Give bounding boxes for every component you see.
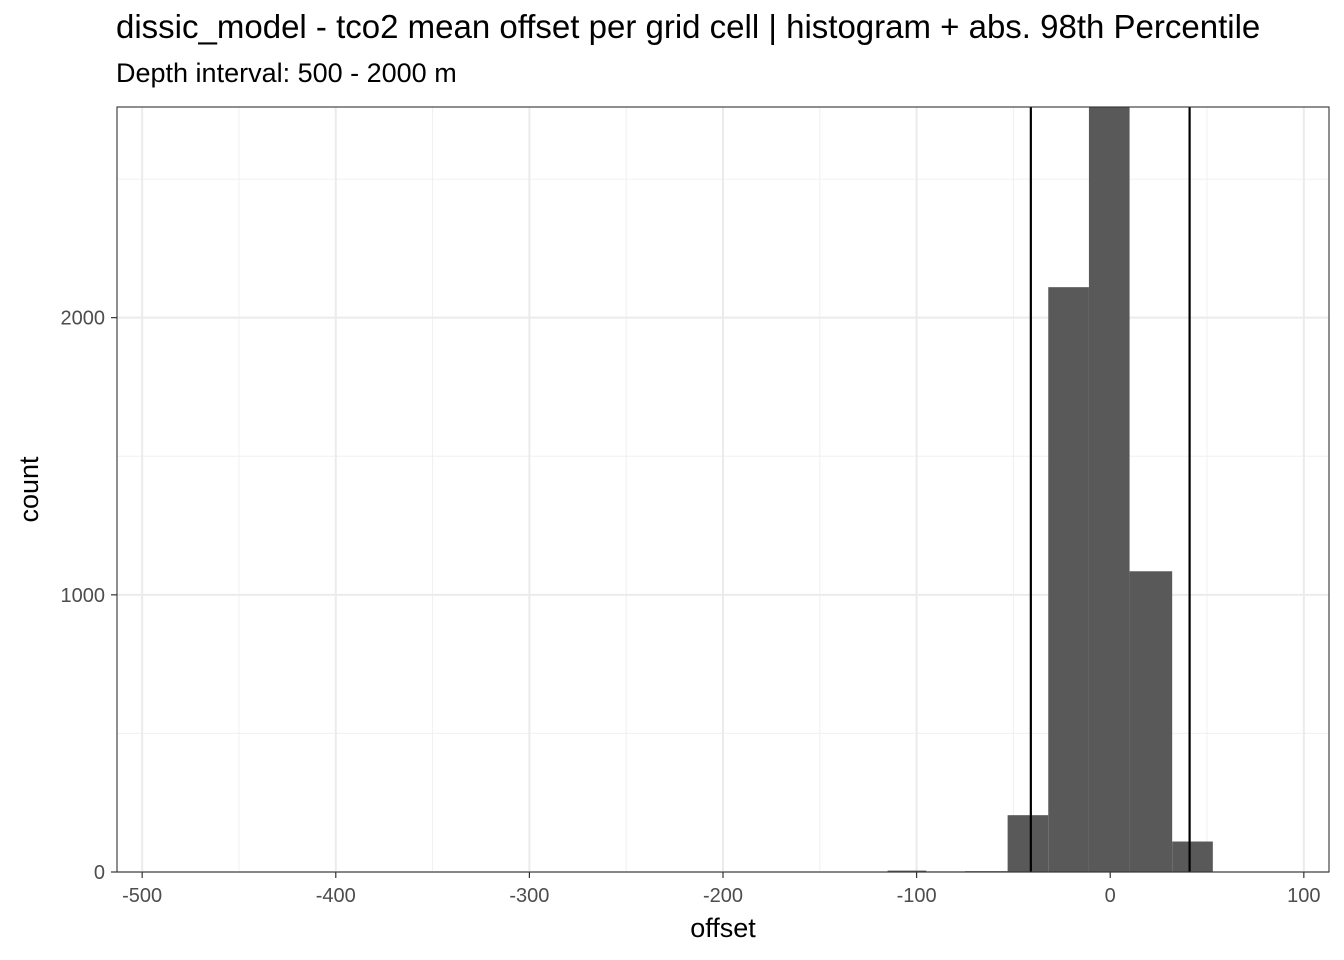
histogram-bar — [1007, 815, 1049, 872]
x-tick-label: -100 — [897, 885, 937, 907]
histogram-bar — [1129, 571, 1173, 872]
histogram-bars — [887, 107, 1213, 873]
percentile-lines — [1029, 107, 1191, 872]
x-axis-title: offset — [690, 913, 756, 943]
histogram-bar — [887, 870, 927, 872]
y-tick-label: 0 — [94, 862, 105, 884]
histogram-bar — [1088, 107, 1130, 872]
x-tick-label: -400 — [316, 885, 356, 907]
histogram-bar — [1172, 841, 1213, 872]
x-tick-label: -200 — [703, 885, 743, 907]
x-tick-label: 100 — [1287, 885, 1320, 907]
y-axis-title: count — [14, 456, 44, 523]
y-tick-label: 1000 — [61, 585, 106, 607]
y-tick-label: 2000 — [61, 308, 106, 330]
chart-title: dissic_model - tco2 mean offset per grid… — [116, 8, 1261, 45]
x-tick-label: -300 — [509, 885, 549, 907]
x-tick-label: -500 — [122, 885, 162, 907]
x-tick-label: 0 — [1105, 885, 1116, 907]
x-axis: -500 -400 -300 -200 -100 0 100 — [122, 872, 1321, 907]
y-axis: 0 1000 2000 — [61, 308, 117, 884]
histogram-bar — [1048, 287, 1089, 872]
chart-subtitle: Depth interval: 500 - 2000 m — [116, 58, 457, 88]
